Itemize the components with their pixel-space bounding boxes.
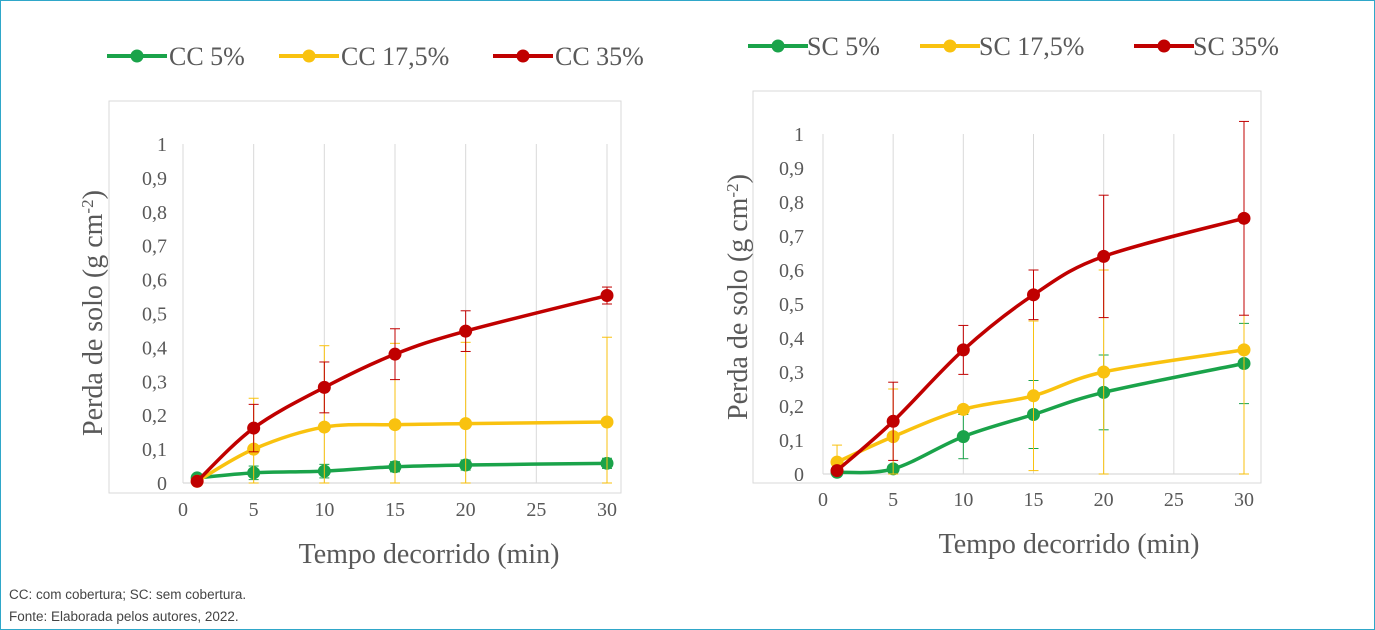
y-tick-label: 0,8 xyxy=(779,192,804,214)
x-axis-title: Tempo decorrido (min) xyxy=(939,529,1200,560)
y-tick-label: 0,1 xyxy=(779,430,804,452)
x-tick-label: 30 xyxy=(1234,489,1254,511)
y-axis-title: Perda de solo (g cm-2) xyxy=(723,174,755,420)
abbreviation-note: CC: com cobertura; SC: sem cobertura. xyxy=(9,587,247,602)
legend-label: CC 5% xyxy=(169,42,245,71)
source-note: Fonte: Elaborada pelos autores, 2022. xyxy=(9,609,239,624)
data-point xyxy=(317,420,331,434)
chart-1: 00,10,20,30,40,50,60,70,80,910 5 10 15 20 25 3… xyxy=(78,42,644,570)
y-tick-label: 0 xyxy=(157,473,167,495)
legend-label: CC 35% xyxy=(555,42,644,71)
x-tick-label: 0 xyxy=(818,489,828,511)
y-tick-label: 0,6 xyxy=(779,260,804,282)
x-tick-label: 15 xyxy=(385,499,405,521)
legend-item: CC 17,5% xyxy=(279,42,449,71)
data-point xyxy=(388,347,402,361)
x-axis-title: Tempo decorrido (min) xyxy=(299,539,560,570)
y-tick-label: 0,2 xyxy=(779,396,804,418)
data-point xyxy=(956,402,970,416)
data-point xyxy=(1237,343,1251,357)
data-point xyxy=(459,324,473,338)
legend-label: SC 5% xyxy=(807,32,880,61)
y-tick-label: 0,4 xyxy=(142,337,167,359)
x-tick-label: 10 xyxy=(314,499,334,521)
plot-area-border xyxy=(752,90,1262,484)
legend-item: SC 17,5% xyxy=(920,32,1084,61)
data-point xyxy=(1027,389,1040,403)
data-point xyxy=(1237,211,1251,225)
y-tick-label: 0,3 xyxy=(142,371,167,393)
legend-marker xyxy=(130,49,144,63)
x-tick-label: 15 xyxy=(1024,489,1044,511)
y-tick-label: 0 xyxy=(794,464,804,486)
chart-2: 00,10,20,30,40,50,60,70,80,910 5 10 15 20 25 3… xyxy=(723,32,1279,560)
legend-item: CC 35% xyxy=(493,42,644,71)
legend-item: CC 5% xyxy=(107,42,245,71)
legend-item: SC 5% xyxy=(748,32,880,61)
legend-marker xyxy=(1157,39,1171,53)
x-tick-label: 25 xyxy=(1164,489,1184,511)
legend-marker xyxy=(943,39,957,53)
y-tick-label: 0,5 xyxy=(142,304,167,326)
y-tick-label: 0,1 xyxy=(142,439,167,461)
legend-marker xyxy=(771,39,785,53)
data-point xyxy=(956,343,970,357)
y-tick-label: 0,2 xyxy=(142,405,167,427)
y-axis-title: Perda de solo (g cm-2) xyxy=(78,190,110,436)
data-point xyxy=(600,289,614,303)
series-cc-35- xyxy=(190,286,614,488)
y-tick-label: 1 xyxy=(794,124,804,146)
legend-label: SC 35% xyxy=(1193,32,1279,61)
x-tick-label: 20 xyxy=(1094,489,1114,511)
y-tick-label: 0,5 xyxy=(779,294,804,316)
legend-label: SC 17,5% xyxy=(979,32,1084,61)
series-line xyxy=(195,293,608,483)
plot-area-border xyxy=(108,100,622,494)
data-point xyxy=(247,421,261,435)
x-tick-label: 20 xyxy=(456,499,476,521)
data-point xyxy=(600,415,614,429)
legend-label: CC 17,5% xyxy=(341,42,449,71)
x-tick-label: 5 xyxy=(888,489,898,511)
y-tick-label: 0,7 xyxy=(142,236,167,258)
data-point xyxy=(830,464,844,478)
data-point xyxy=(1097,365,1111,379)
y-tick-label: 0,4 xyxy=(779,328,804,350)
y-tick-label: 0,7 xyxy=(779,226,804,248)
x-tick-label: 30 xyxy=(597,499,617,521)
x-tick-label: 25 xyxy=(526,499,546,521)
legend-item: SC 35% xyxy=(1134,32,1279,61)
y-tick-label: 0,6 xyxy=(142,270,167,292)
data-point xyxy=(1097,249,1111,263)
data-point xyxy=(1027,288,1040,302)
y-tick-label: 0,3 xyxy=(779,362,804,384)
data-point xyxy=(388,418,402,432)
series-sc-35- xyxy=(830,120,1251,478)
data-point xyxy=(317,380,331,394)
x-tick-label: 10 xyxy=(953,489,973,511)
y-tick-label: 0,9 xyxy=(142,168,167,190)
data-point xyxy=(459,417,473,431)
data-point xyxy=(190,474,204,488)
legend-marker xyxy=(302,49,316,63)
y-tick-label: 0,8 xyxy=(142,202,167,224)
series-line xyxy=(836,348,1245,464)
data-point xyxy=(956,430,970,444)
data-point xyxy=(886,414,900,428)
y-tick-label: 1 xyxy=(157,134,167,156)
y-tick-label: 0,9 xyxy=(779,158,804,180)
x-tick-label: 5 xyxy=(249,499,259,521)
x-tick-label: 0 xyxy=(178,499,188,521)
legend-marker xyxy=(516,49,530,63)
